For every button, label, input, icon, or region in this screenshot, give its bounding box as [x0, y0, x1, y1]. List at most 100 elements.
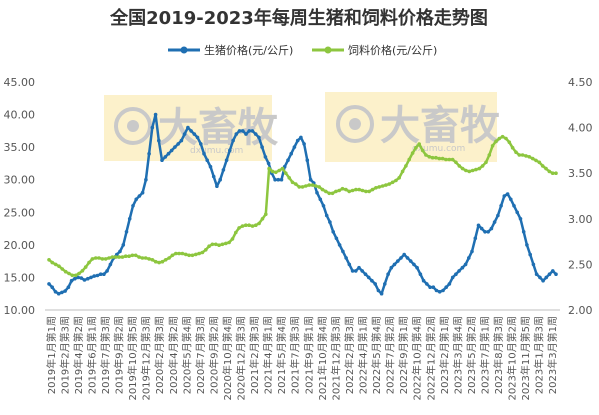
y-left-tick-label: 40.00 — [4, 109, 36, 122]
series-1-point — [457, 164, 462, 168]
series-1-point — [430, 155, 435, 160]
series-1-point — [377, 185, 382, 189]
series-1-point — [454, 160, 458, 165]
series-1-point — [284, 171, 288, 175]
series-0-point — [334, 236, 339, 241]
series-0-point — [140, 190, 145, 195]
series-1-point — [400, 169, 405, 174]
series-0-point — [421, 278, 426, 283]
x-tick-label: 2022年9月第1周 — [397, 316, 410, 394]
series-0-point — [257, 135, 261, 140]
series-1-point — [53, 262, 58, 267]
series-0-point — [86, 276, 90, 281]
series-0-point — [118, 249, 122, 254]
series-1-point — [487, 153, 492, 157]
series-0-point — [463, 262, 468, 267]
series-0-point — [179, 138, 184, 143]
series-0-point — [492, 220, 497, 224]
series-0-point — [95, 273, 100, 278]
series-1-point — [407, 157, 412, 162]
series-1-point — [180, 251, 185, 256]
x-tick-label: 2021年9月第1周 — [302, 316, 315, 394]
series-1-point — [70, 273, 75, 278]
y-left-tick-label: 10.00 — [4, 304, 36, 317]
watermark-left: 大畜牧 dxumu.com — [104, 95, 279, 161]
x-tick-label: 2023年3月第4周 — [451, 316, 464, 394]
x-tick-label: 2023年10月第2周 — [506, 316, 519, 401]
series-1-point — [390, 180, 395, 185]
series-1-point — [260, 217, 265, 221]
series-0-point — [89, 275, 93, 280]
series-0-point — [360, 269, 365, 273]
series-0-point — [250, 129, 255, 133]
series-0-point — [108, 262, 113, 267]
series-1-point — [197, 251, 201, 256]
series-0-point — [315, 190, 319, 195]
series-1-point — [234, 230, 238, 235]
series-1-point — [47, 258, 51, 262]
series-0-point — [53, 290, 58, 294]
series-1-point — [257, 221, 261, 226]
x-tick-label: 2023年5月第2周 — [465, 316, 478, 394]
series-0-point — [518, 217, 523, 221]
series-1-point — [90, 257, 95, 261]
series-1-point — [427, 155, 432, 159]
series-1-point — [440, 156, 445, 161]
series-0-point — [383, 282, 387, 286]
series-1-point — [280, 166, 285, 171]
y-right-tick-label: 2.50 — [568, 258, 593, 271]
series-1-point — [337, 188, 342, 193]
series-1-point — [290, 180, 295, 185]
series-1-point — [170, 253, 175, 258]
series-1-point — [63, 269, 68, 274]
series-1-point — [137, 255, 141, 259]
x-tick-label: 2022年4月第1周 — [356, 316, 369, 394]
series-0-point — [205, 158, 209, 162]
series-1-point — [310, 183, 315, 187]
x-tick-label: 2023年1月第3周 — [533, 316, 546, 394]
series-0-point — [127, 217, 132, 221]
series-0-point — [476, 223, 481, 228]
series-0-point — [396, 259, 400, 263]
series-0-point — [505, 192, 510, 196]
series-0-point — [105, 269, 109, 273]
series-1-point — [237, 226, 241, 230]
series-1-point — [83, 265, 88, 269]
series-1-point — [464, 168, 468, 173]
series-1-point — [394, 178, 398, 183]
series-1-point — [167, 256, 171, 260]
series-0-point — [496, 213, 500, 218]
series-0-point — [153, 112, 158, 117]
x-tick-label: 2023年8月第3周 — [492, 316, 505, 394]
watermark-logo-dot-left — [127, 120, 139, 132]
series-1-point — [130, 253, 135, 258]
series-1-point — [80, 269, 85, 273]
series-0-point — [292, 145, 297, 149]
series-0-point — [499, 204, 503, 208]
series-0-point — [457, 269, 461, 273]
series-0-point — [538, 275, 542, 280]
watermark-right: 大畜牧 dxumu.com — [325, 92, 501, 162]
legend-label-feed: 饲料价格(元/公斤) — [348, 43, 437, 57]
series-0-point — [76, 275, 80, 280]
chart-title: 全国2019-2023年每周生猪和饲料价格走势图 — [109, 7, 488, 29]
series-1-point — [417, 142, 422, 146]
series-0-point — [551, 269, 555, 273]
series-1-point — [514, 150, 518, 154]
series-0-point — [512, 204, 516, 208]
series-1-point — [50, 260, 55, 265]
legend: 生猪价格(元/公斤) 饲料价格(元/公斤) — [168, 43, 437, 57]
series-0-point — [534, 272, 539, 277]
series-0-point — [69, 278, 74, 283]
series-1-point — [387, 182, 392, 186]
series-1-point — [307, 183, 312, 187]
series-0-point — [157, 138, 161, 143]
series-0-point — [344, 256, 348, 260]
series-1-point — [184, 252, 188, 257]
series-0-point — [163, 155, 168, 159]
series-1-point — [244, 223, 248, 227]
x-tick-label: 2022年12月第2周 — [424, 316, 437, 401]
series-0-point — [79, 276, 84, 280]
series-1-point — [384, 183, 388, 187]
series-0-point — [479, 226, 484, 231]
